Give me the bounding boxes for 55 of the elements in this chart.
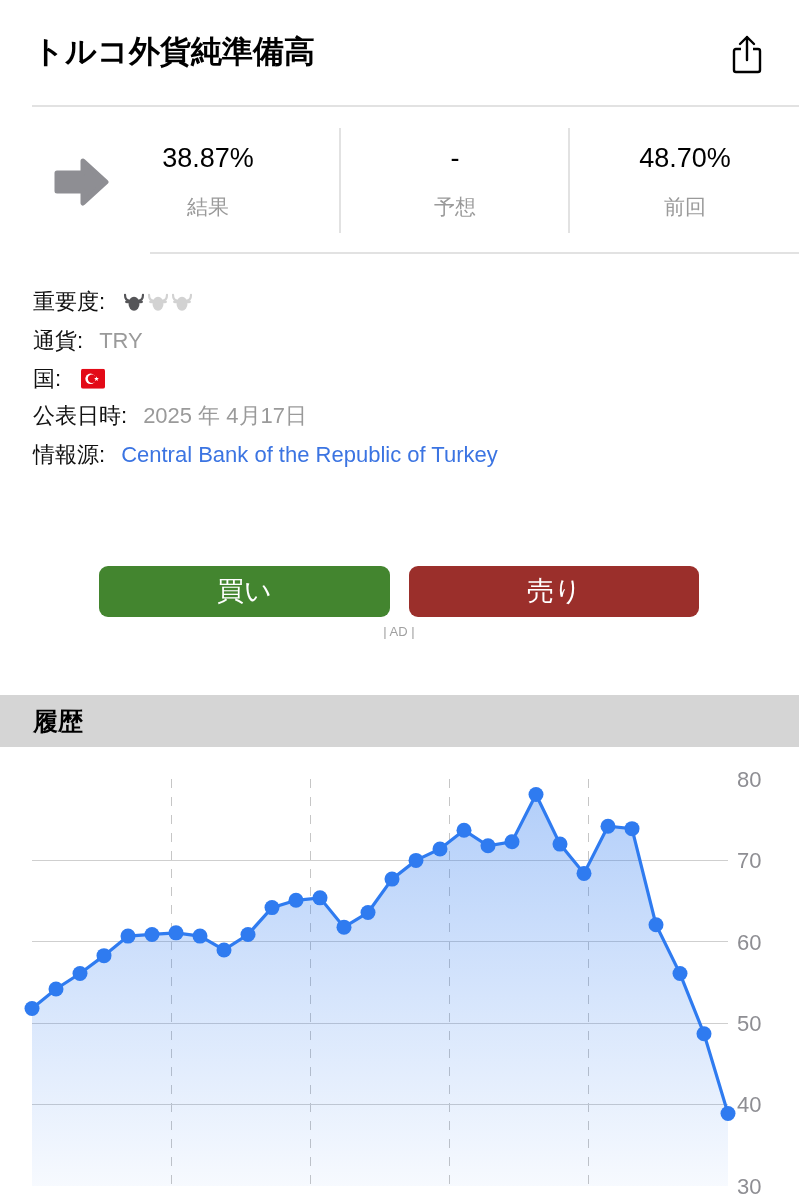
text: 国: xyxy=(33,365,62,393)
point xyxy=(384,871,400,887)
text: 2025 年 4月17日 xyxy=(143,402,307,430)
y-tick-label: 40 xyxy=(737,1092,762,1118)
point xyxy=(600,818,616,834)
y-tick-label: 70 xyxy=(737,848,762,874)
text: | AD | xyxy=(383,624,415,640)
text: 48.70% xyxy=(639,141,731,175)
point xyxy=(72,966,88,982)
text: - xyxy=(450,141,460,175)
text: 予想 xyxy=(434,194,476,220)
point xyxy=(696,1026,712,1042)
point xyxy=(624,821,640,837)
point xyxy=(576,865,592,881)
point xyxy=(312,890,328,906)
y-tick-label: 30 xyxy=(737,1173,762,1199)
point xyxy=(552,836,568,852)
point xyxy=(720,1106,736,1122)
point xyxy=(504,834,520,850)
point xyxy=(120,928,136,944)
text: トルコ外貨純準備高 xyxy=(33,33,315,71)
y-tick-label: 60 xyxy=(737,929,762,955)
point xyxy=(168,925,184,941)
point xyxy=(528,786,544,802)
point xyxy=(216,942,232,958)
point xyxy=(456,822,472,838)
text: 重要度: xyxy=(33,288,106,316)
point xyxy=(264,900,280,916)
text: TRY xyxy=(99,327,143,355)
text: 38.87% xyxy=(162,141,254,175)
point xyxy=(432,841,448,857)
chart-title: 履歴 xyxy=(33,706,83,736)
point xyxy=(672,966,688,982)
text: 公表日時: xyxy=(33,402,128,430)
point xyxy=(408,852,424,868)
text: 結果 xyxy=(187,194,229,220)
point xyxy=(24,1001,40,1017)
point xyxy=(144,926,160,942)
point xyxy=(288,892,304,908)
point xyxy=(336,919,352,935)
button: 買い xyxy=(99,566,390,617)
point xyxy=(96,948,112,964)
y-tick-label: 80 xyxy=(737,766,762,792)
point xyxy=(648,917,664,933)
point xyxy=(192,928,208,944)
button: 売り xyxy=(409,566,699,617)
point xyxy=(48,981,64,997)
text: Central Bank of the Republic of Turkey xyxy=(121,441,498,469)
text: 通貨: xyxy=(33,327,84,355)
point xyxy=(480,838,496,854)
point xyxy=(240,926,256,942)
text: 前回 xyxy=(664,194,706,220)
text: 情報源: xyxy=(33,441,106,469)
y-tick-label: 50 xyxy=(737,1010,762,1036)
point xyxy=(360,905,376,920)
